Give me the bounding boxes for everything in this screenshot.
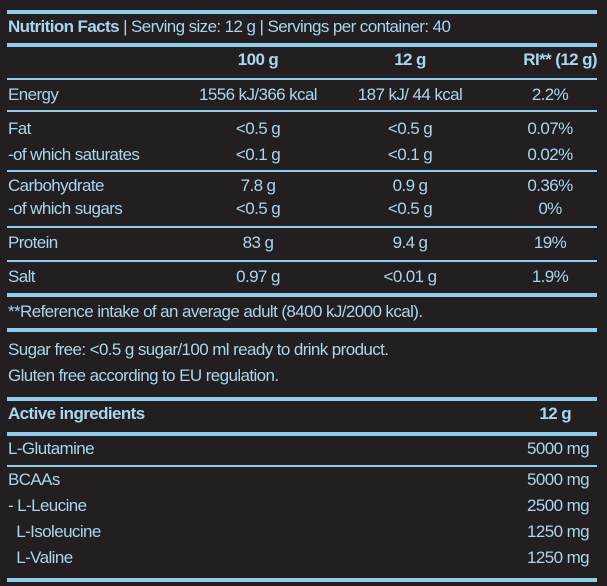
ingredient-label: - L-Leucine xyxy=(8,496,87,515)
label-title: Nutrition Facts xyxy=(8,17,120,36)
active-ingredients-title: Active ingredients xyxy=(8,404,145,423)
rule xyxy=(7,578,597,582)
rule xyxy=(7,170,597,172)
ingredient-value: 5000 mg xyxy=(527,470,590,489)
rule xyxy=(7,397,597,401)
column-header-ri: RI** (12 g) xyxy=(523,50,597,69)
ingredient-value: 1250 mg xyxy=(527,522,590,541)
active-ingredients-column: 12 g xyxy=(539,404,571,423)
value-ri: 0.07% xyxy=(527,119,573,138)
value-100g: 83 g xyxy=(242,233,274,252)
ingredient-value: 1250 mg xyxy=(527,548,590,567)
value-ri: 0% xyxy=(538,199,562,218)
value-ri: 1.9% xyxy=(531,267,569,286)
value-12g: <0.5 g xyxy=(387,119,433,138)
value-100g: <0.5 g xyxy=(235,119,281,138)
footnote: **Reference intake of an average adult (… xyxy=(8,302,423,321)
ingredient-value: 2500 mg xyxy=(527,496,590,515)
rule xyxy=(7,78,597,80)
row-label: Fat xyxy=(8,119,31,138)
ingredient-value: 5000 mg xyxy=(527,439,590,458)
row-label: Protein xyxy=(8,233,58,252)
value-12g: 9.4 g xyxy=(392,233,428,252)
ingredient-label: L-Valine xyxy=(8,548,73,567)
rule xyxy=(7,226,597,228)
value-100g: <0.5 g xyxy=(235,199,281,218)
row-label: -of which saturates xyxy=(8,145,140,164)
row-label: Salt xyxy=(8,267,36,286)
column-header-12g: 12 g xyxy=(394,50,426,69)
row-label: Carbohydrate xyxy=(8,176,104,195)
value-100g: 0.97 g xyxy=(236,267,280,286)
value-ri: 0.36% xyxy=(527,176,573,195)
row-label: Energy xyxy=(8,85,59,104)
rule xyxy=(7,260,597,262)
rule xyxy=(7,43,597,47)
servings-per-container: Servings per container: 40 xyxy=(267,17,451,36)
label-header: Nutrition Facts | Serving size: 12 g | S… xyxy=(8,17,451,37)
note-sugar-free: Sugar free: <0.5 g sugar/100 ml ready to… xyxy=(8,340,389,359)
rule xyxy=(7,465,597,467)
separator: | xyxy=(123,17,127,36)
value-100g: 7.8 g xyxy=(240,176,276,195)
ingredient-label: L-Glutamine xyxy=(8,439,95,458)
value-ri: 2.2% xyxy=(531,85,569,104)
value-ri: 19% xyxy=(533,233,567,252)
ingredient-label: BCAAs xyxy=(8,470,60,489)
ingredient-label: L-Isoleucine xyxy=(8,522,101,541)
rule xyxy=(7,293,597,297)
value-12g: 187 kJ/ 44 kcal xyxy=(357,85,463,104)
value-100g: <0.1 g xyxy=(235,145,281,164)
rule xyxy=(7,328,597,332)
value-12g: 0.9 g xyxy=(392,176,428,195)
value-100g: 1556 kJ/366 kcal xyxy=(199,85,318,104)
rule xyxy=(7,432,597,436)
rule xyxy=(7,110,597,112)
value-ri: 0.02% xyxy=(527,145,573,164)
value-12g: <0.01 g xyxy=(383,267,438,286)
rule xyxy=(7,10,597,14)
value-12g: <0.5 g xyxy=(387,199,433,218)
note-gluten-free: Gluten free according to EU regulation. xyxy=(8,366,279,385)
serving-size: Serving size: 12 g xyxy=(131,17,256,36)
row-label: -of which sugars xyxy=(8,199,123,218)
column-header-100g: 100 g xyxy=(237,50,279,69)
separator: | xyxy=(259,17,264,36)
value-12g: <0.1 g xyxy=(387,145,433,164)
